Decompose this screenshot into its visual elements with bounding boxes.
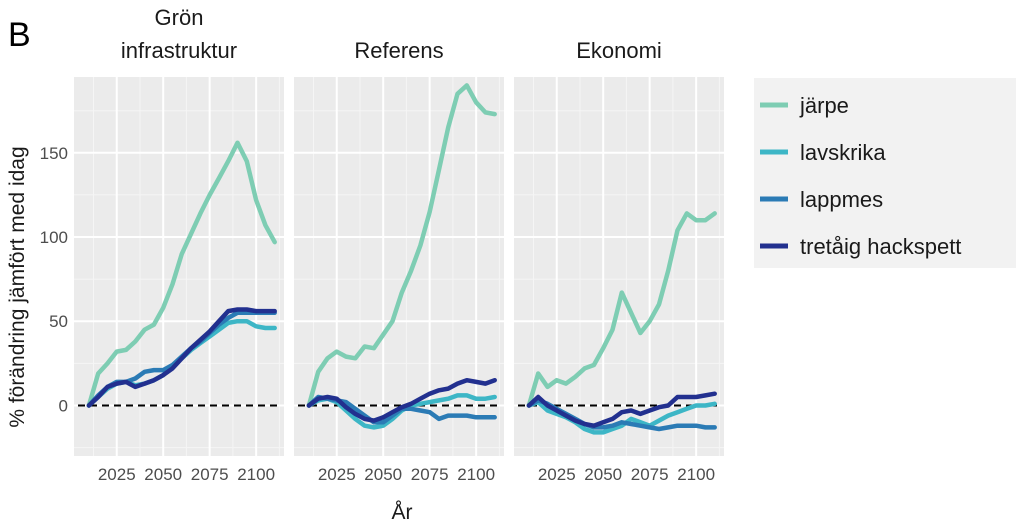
x-tick-label: 2050: [364, 465, 402, 484]
series-line-järpe: [526, 211, 717, 408]
x-tick-label: 2100: [237, 465, 275, 484]
x-tick-label: 2025: [98, 465, 136, 484]
x-tick-label: 2025: [538, 465, 576, 484]
x-tick-label: 2075: [631, 465, 669, 484]
facet-title: Ekonomi: [576, 38, 662, 63]
legend-background: [754, 78, 1016, 268]
legend-item: tretåig hackspett: [760, 234, 961, 259]
series-line-lavskrika: [526, 399, 717, 435]
legend-label: lappmes: [800, 187, 883, 212]
series-line-tretåig-hackspett: [526, 391, 717, 428]
y-tick-label: 150: [40, 144, 68, 163]
legend-label: lavskrika: [800, 140, 886, 165]
legend: järpe lavskrika lappmes tretåig hackspett: [754, 78, 1016, 268]
legend-label: tretåig hackspett: [800, 234, 961, 259]
panel-background: [514, 77, 724, 456]
legend-item: lappmes: [760, 187, 883, 212]
x-tick-label: 2100: [457, 465, 495, 484]
series-line-tretåig-hackspett: [306, 377, 497, 423]
facet-title: Grön: [155, 5, 204, 30]
facet-panel-3: 2025 2050 2075 2100 Ekonomi: [514, 38, 724, 484]
series-line-järpe: [306, 83, 497, 408]
x-axis-title: År: [392, 501, 413, 523]
x-tick-label: 2075: [191, 465, 229, 484]
series-line-järpe: [86, 140, 277, 408]
facet-title: Referens: [354, 38, 443, 63]
legend-label: järpe: [799, 93, 849, 118]
facet-panel-2: 2025 2050 2075 2100 Referens: [294, 38, 504, 484]
x-tick-label: 2025: [318, 465, 356, 484]
legend-item: lavskrika: [760, 140, 886, 165]
y-axis-title: % förändring jämfört med idag: [6, 146, 29, 427]
facet-panels: 2025 2050 2075 2100 Grön infrastruktur 2025 205…: [40, 5, 724, 484]
legend-item: järpe: [760, 93, 849, 118]
x-tick-label: 2050: [144, 465, 182, 484]
y-tick-label: 0: [59, 396, 68, 415]
panel-tag: B: [8, 16, 31, 54]
facet-panel-1: 2025 2050 2075 2100 Grön infrastruktur: [74, 5, 284, 484]
x-tick-label: 2050: [584, 465, 622, 484]
x-tick-label: 2075: [411, 465, 449, 484]
x-tick-label: 2100: [677, 465, 715, 484]
y-tick-label: 50: [49, 312, 68, 331]
series-line-tretåig-hackspett: [86, 307, 277, 408]
y-tick-label: 100: [40, 228, 68, 247]
facet-title: infrastruktur: [121, 38, 237, 63]
panel-background: [294, 77, 504, 456]
